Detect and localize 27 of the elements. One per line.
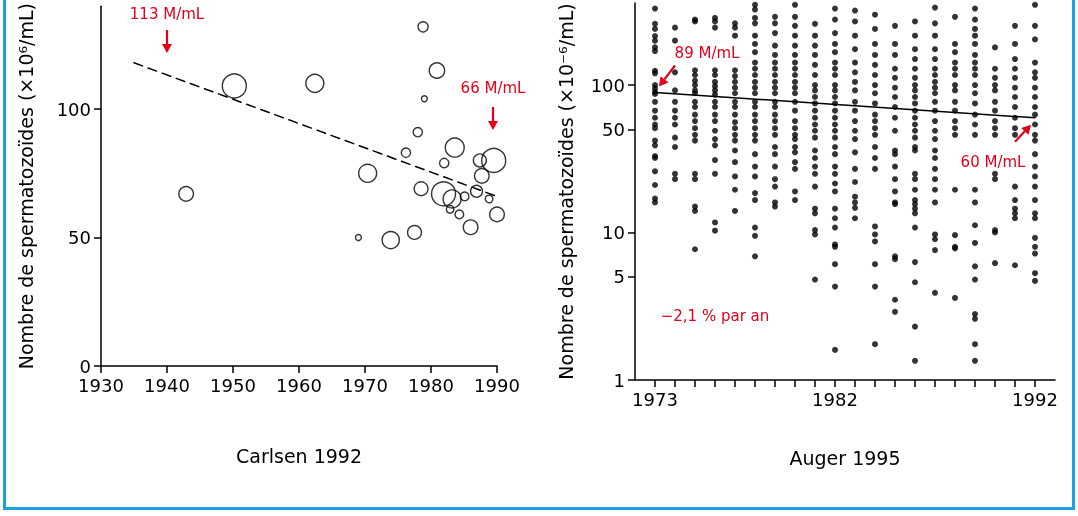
y-tick-label: 1 [613, 369, 625, 391]
y-axis-title: Nombre de spermatozoïdes (×10⁶/mL) [14, 2, 37, 370]
y-tick-label: 100 [590, 74, 625, 96]
x-tick-label: 1992 [1012, 388, 1058, 410]
y-tick-label: 0 [79, 355, 91, 377]
x-axis-title: Auger 1995 [789, 446, 901, 469]
x-tick-label: 1960 [276, 374, 322, 396]
x-tick-label: 1930 [78, 374, 124, 396]
y-tick-label: 5 [613, 266, 625, 288]
annotation: 60 M/mL [960, 152, 1027, 171]
x-tick-label: 1982 [812, 388, 858, 410]
annotation: 113 M/mL [129, 5, 205, 23]
x-tick-label: 1980 [408, 374, 454, 396]
x-tick-label: 1970 [342, 374, 388, 396]
x-axis-title: Carlsen 1992 [235, 444, 363, 467]
x-tick-label: 1973 [632, 388, 678, 410]
annotation: −2,1 % par an [660, 307, 770, 325]
y-tick-label: 50 [68, 227, 91, 249]
y-axis-title: Nombre de spermatozoïdes (×10⁻⁶/mL) [554, 3, 577, 380]
y-tick-label: 100 [56, 98, 91, 120]
x-tick-label: 1950 [210, 374, 256, 396]
annotation: 66 M/mL [460, 79, 527, 97]
x-tick-label: 1990 [474, 374, 520, 396]
y-tick-label: 50 [602, 118, 625, 140]
x-tick-label: 1940 [144, 374, 190, 396]
y-tick-label: 10 [602, 222, 625, 244]
annotation: 89 M/mL [674, 43, 741, 62]
